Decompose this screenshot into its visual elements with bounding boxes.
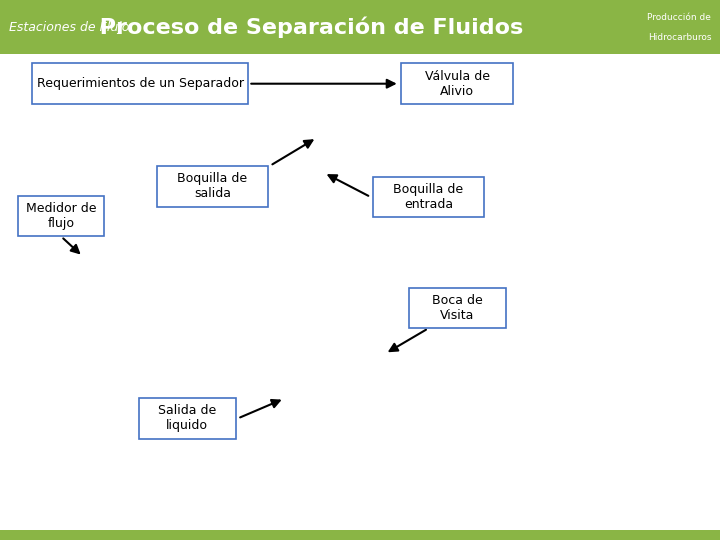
Text: Requerimientos de un Separador: Requerimientos de un Separador [37,77,244,90]
Text: Estaciones de Flujo.: Estaciones de Flujo. [9,21,133,33]
Text: Válvula de
Alivio: Válvula de Alivio [425,70,490,98]
FancyBboxPatch shape [18,195,104,237]
FancyBboxPatch shape [402,64,513,104]
FancyBboxPatch shape [409,287,505,328]
FancyBboxPatch shape [0,0,720,54]
Text: Medidor de
flujo: Medidor de flujo [26,202,96,230]
FancyBboxPatch shape [32,64,248,104]
FancyBboxPatch shape [156,166,268,206]
FancyBboxPatch shape [0,530,720,540]
Text: Producción de: Producción de [647,13,711,22]
Text: Boquilla de
salida: Boquilla de salida [177,172,248,200]
Text: Proceso de Separación de Fluidos: Proceso de Separación de Fluidos [92,16,523,38]
FancyBboxPatch shape [373,177,484,217]
Text: Boca de
Visita: Boca de Visita [432,294,482,322]
FancyBboxPatch shape [138,399,236,438]
Text: Boquilla de
entrada: Boquilla de entrada [393,183,464,211]
Text: Hidrocarburos: Hidrocarburos [648,33,711,42]
Text: Salida de
liquido: Salida de liquido [158,404,216,433]
